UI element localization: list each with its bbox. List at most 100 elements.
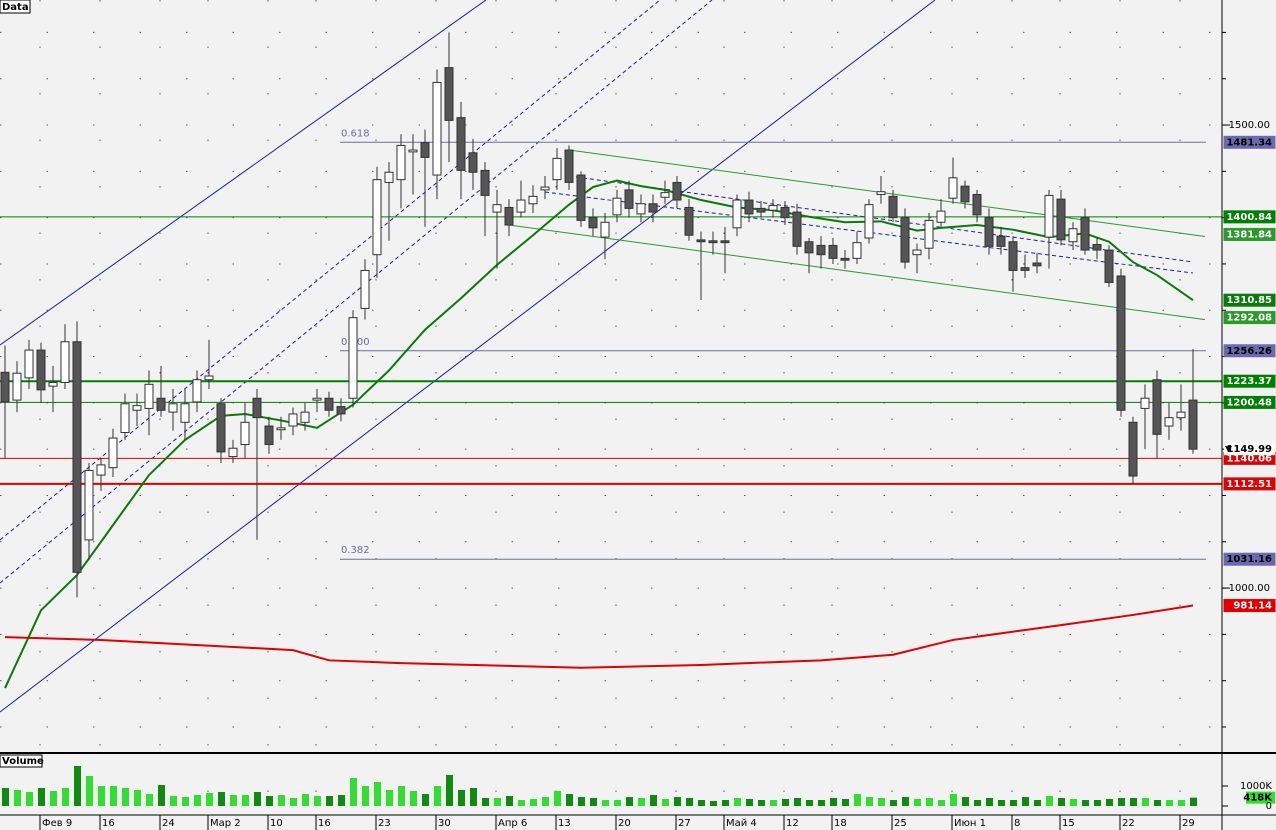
- volume-bar: [14, 790, 21, 806]
- candle-body: [984, 217, 994, 247]
- candle-body: [1140, 397, 1150, 409]
- candle-body: [1080, 217, 1090, 251]
- candle-body: [276, 427, 286, 431]
- volume-bar: [578, 797, 585, 806]
- x-tick-label: 29: [1182, 818, 1195, 829]
- volume-bar: [686, 798, 693, 806]
- trend-line: [0, 0, 487, 346]
- volume-bar: [614, 800, 621, 806]
- x-tick-label: Май 4: [726, 818, 757, 829]
- x-tick-label: 25: [894, 818, 907, 829]
- volume-bar: [566, 794, 573, 806]
- candle-body: [528, 195, 538, 205]
- volume-bar: [1070, 799, 1077, 806]
- volume-bar: [50, 791, 57, 806]
- volume-bar: [758, 800, 765, 806]
- candle-body: [1020, 267, 1030, 271]
- candle-body: [588, 217, 598, 229]
- volume-bar: [86, 776, 93, 806]
- candle-body: [852, 242, 862, 259]
- volume-bar: [218, 792, 225, 806]
- x-tick-label: 30: [438, 818, 451, 829]
- x-tick-label: 16: [102, 818, 115, 829]
- volume-bar: [242, 795, 249, 806]
- chart-title: Data: [2, 2, 29, 13]
- level-value-label: 1200.48: [1226, 397, 1272, 408]
- candle-body: [168, 403, 178, 413]
- candle-body: [576, 174, 586, 221]
- volume-tick-label: 1000K: [1240, 781, 1272, 792]
- volume-bar: [722, 800, 729, 806]
- x-tick-label: 10: [270, 818, 283, 829]
- candle-body: [756, 207, 766, 213]
- volume-bar: [134, 790, 141, 806]
- volume-bar: [38, 788, 45, 806]
- x-tick-label: 18: [834, 818, 847, 829]
- candle-body: [120, 403, 130, 433]
- candle-body: [648, 203, 658, 213]
- candle-body: [372, 179, 382, 256]
- candle-body: [444, 67, 454, 121]
- candle-body: [996, 235, 1006, 247]
- volume-bar: [746, 799, 753, 806]
- volume-bar: [806, 800, 813, 806]
- volume-bar: [434, 786, 441, 806]
- fib-value-label: 1256.26: [1226, 346, 1272, 357]
- volume-bar: [1130, 798, 1137, 806]
- volume-bar: [374, 782, 381, 806]
- candle-body: [672, 181, 682, 201]
- volume-value-label: 418K: [1243, 793, 1273, 804]
- y-tick-label: 1000.00: [1229, 583, 1270, 594]
- volume-bar: [470, 788, 477, 806]
- volume-bar: [890, 800, 897, 806]
- volume-bar: [1010, 800, 1017, 806]
- fib-label: 0.382: [341, 545, 370, 556]
- candle-body: [552, 157, 562, 181]
- volume-bar: [386, 790, 393, 806]
- volume-bar: [194, 795, 201, 806]
- volume-bar: [326, 796, 333, 806]
- candle-body: [960, 185, 970, 203]
- volume-bar: [74, 766, 81, 806]
- candle-body: [924, 219, 934, 249]
- candle-body: [432, 81, 442, 176]
- candle-body: [1056, 198, 1066, 241]
- volume-bar: [626, 797, 633, 806]
- volume-bar: [26, 792, 33, 806]
- level-value-box: [1223, 374, 1276, 388]
- volume-bar: [458, 790, 465, 806]
- volume-bar: [1082, 800, 1089, 806]
- volume-bar: [110, 786, 117, 806]
- volume-bar: [182, 797, 189, 806]
- volume-bar: [830, 798, 837, 806]
- volume-bar: [1046, 796, 1053, 806]
- candle-body: [564, 149, 574, 183]
- candle-body: [936, 210, 946, 223]
- volume-bar: [122, 788, 129, 806]
- candle-body: [312, 397, 322, 401]
- moving-average: [4, 604, 1194, 669]
- channel-value-box: [1223, 311, 1276, 325]
- candle-body: [240, 421, 250, 446]
- y-tick-label: 1500.00: [1229, 120, 1270, 131]
- volume-bar: [494, 798, 501, 806]
- x-tick-label: 12: [786, 818, 799, 829]
- channel-line: [508, 224, 1206, 321]
- volume-bar: [1034, 800, 1041, 806]
- ma-value-label: 981.14: [1233, 601, 1272, 612]
- channel-value-label: 1381.84: [1226, 229, 1272, 240]
- volume-bar: [662, 799, 669, 806]
- candle-body: [636, 203, 646, 215]
- candle-body: [744, 199, 754, 215]
- volume-bar: [206, 793, 213, 806]
- candle-body: [1152, 379, 1162, 435]
- volume-bar: [1094, 800, 1101, 806]
- x-tick-label: 24: [162, 818, 175, 829]
- candle-body: [108, 437, 118, 469]
- candle-body: [876, 191, 886, 195]
- volume-bar: [1022, 797, 1029, 806]
- level-value-label: 1112.51: [1226, 479, 1272, 490]
- volume-bar: [818, 800, 825, 806]
- volume-bar: [302, 794, 309, 806]
- candle-body: [36, 349, 46, 391]
